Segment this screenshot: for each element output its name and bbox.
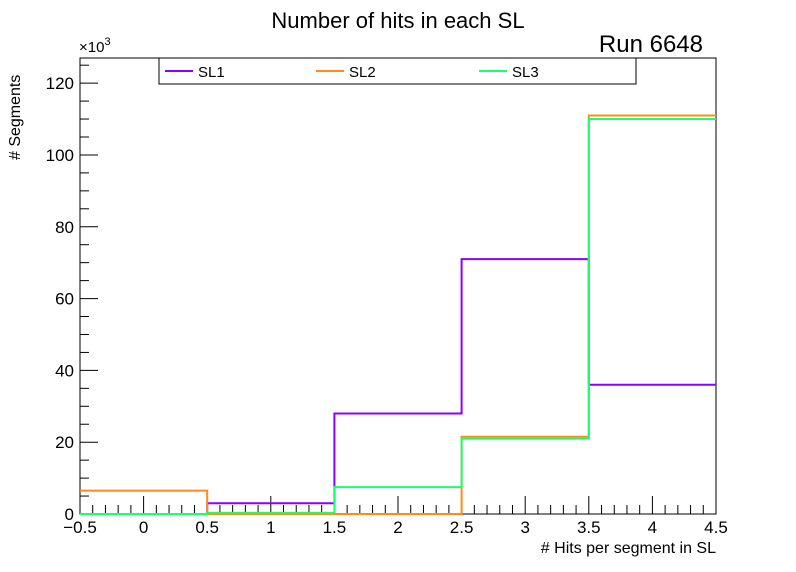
- y-tick-label: 60: [55, 290, 74, 309]
- x-tick-label: 0.5: [195, 518, 219, 537]
- x-tick-label: 2.5: [450, 518, 474, 537]
- series-sl1-line: [80, 258, 716, 515]
- x-tick-label: 4.5: [704, 518, 728, 537]
- x-tick-label: 3.5: [577, 518, 601, 537]
- y-multiplier: ×103: [79, 36, 111, 56]
- x-tick-label: 1.5: [323, 518, 347, 537]
- x-axis-label: # Hits per segment in SL: [541, 540, 716, 557]
- x-tick-label: 4: [648, 518, 657, 537]
- x-tick-label: −0.5: [63, 518, 97, 537]
- x-tick-label: 3: [520, 518, 529, 537]
- y-tick-label: 100: [46, 146, 74, 165]
- legend-label-sl3: SL3: [512, 64, 539, 81]
- plot-area: [79, 57, 717, 515]
- y-tick-label: 40: [55, 361, 74, 380]
- y-tick-label: 0: [65, 505, 74, 524]
- run-annotation: Run 6648: [599, 31, 703, 58]
- y-tick-label: 20: [55, 433, 74, 452]
- x-axis: −0.5 0 0.5 1 1.5 2 2.5 3 3.5 4 4.5: [63, 496, 728, 537]
- x-tick-label: 2: [393, 518, 402, 537]
- legend-box: [158, 57, 637, 85]
- y-axis-label: # Segments: [7, 75, 24, 160]
- y-multiplier-exponent: 3: [104, 36, 110, 48]
- plot-frame: [79, 57, 717, 515]
- series-sl3-line: [80, 118, 716, 515]
- x-tick-label: 0: [139, 518, 148, 537]
- y-tick-label: 120: [46, 74, 74, 93]
- legend: SL1 SL2 SL3: [158, 57, 637, 85]
- y-axis: 0 20 40 60 80 100 120: [46, 64, 98, 524]
- y-tick-label: 80: [55, 218, 74, 237]
- y-multiplier-base: ×10: [79, 39, 104, 56]
- legend-label-sl2: SL2: [349, 64, 376, 81]
- series-sl2-line: [80, 114, 716, 515]
- chart-title: Number of hits in each SL: [271, 8, 524, 33]
- x-tick-label: 1: [266, 518, 275, 537]
- series-group: [80, 114, 716, 515]
- legend-label-sl1: SL1: [198, 64, 225, 81]
